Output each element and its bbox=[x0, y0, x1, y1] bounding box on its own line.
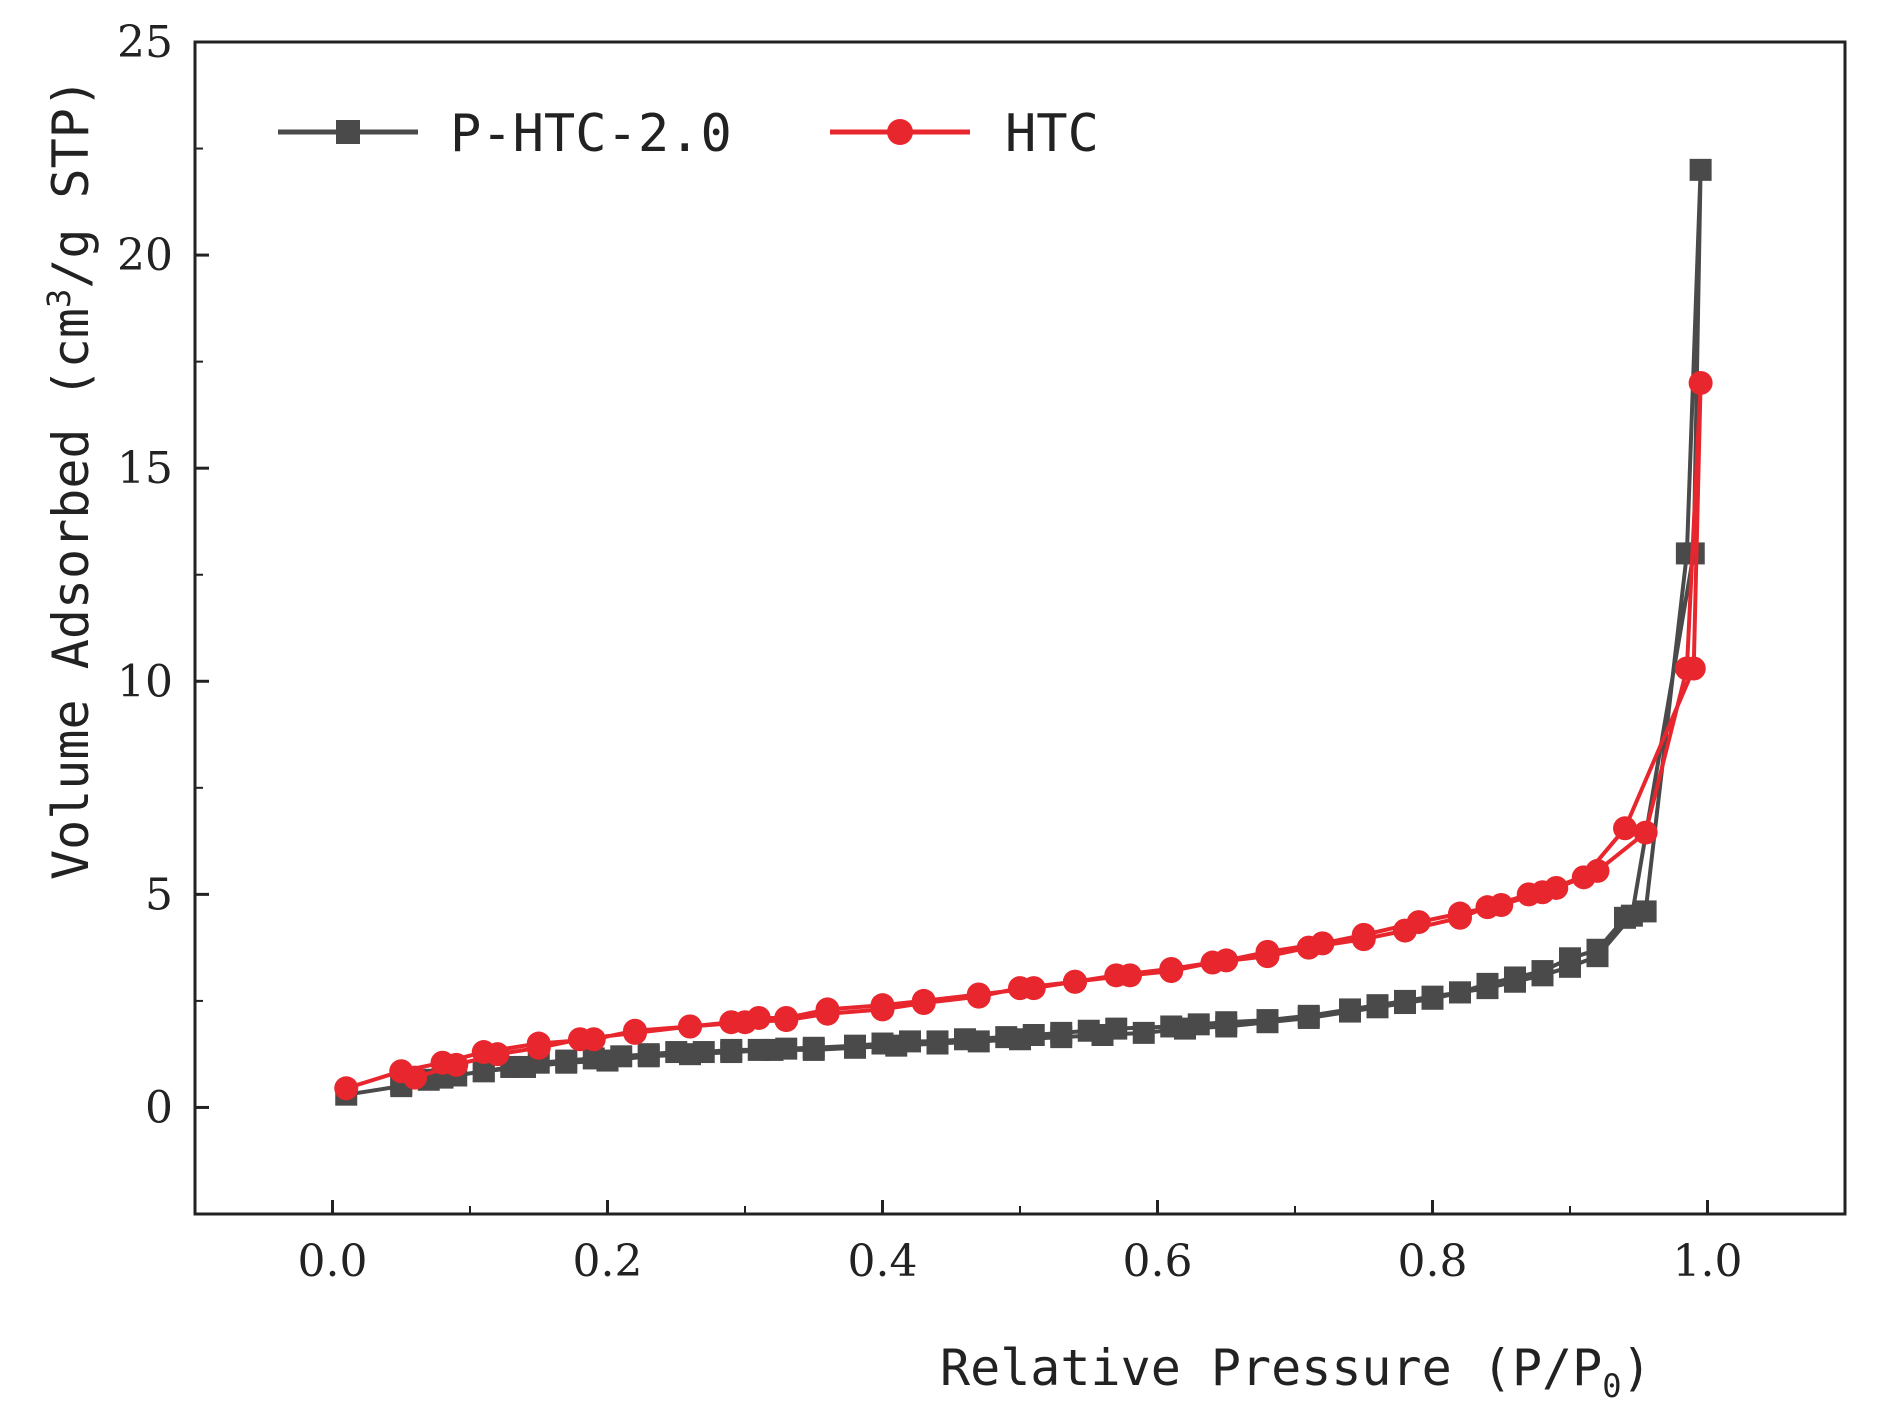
y-axis-ticks: 0 5 10 15 20 25 bbox=[117, 17, 209, 1133]
data-point bbox=[678, 1014, 702, 1039]
data-point bbox=[1489, 893, 1514, 918]
data-point bbox=[761, 1038, 784, 1061]
series-htc bbox=[334, 370, 1713, 1101]
data-point bbox=[1449, 981, 1471, 1004]
x-tick-label: 0.8 bbox=[1398, 1236, 1468, 1287]
data-point bbox=[472, 1060, 495, 1083]
data-point bbox=[1634, 900, 1657, 923]
legend-label-p-htc: P-HTC-2.0 bbox=[450, 104, 732, 164]
y-tick-label: 10 bbox=[117, 656, 173, 707]
x-axis-title: Relative Pressure (P/P0) bbox=[940, 1339, 1652, 1405]
y-tick-label: 25 bbox=[117, 17, 173, 68]
data-point bbox=[966, 984, 991, 1009]
data-point bbox=[1214, 948, 1239, 973]
data-point bbox=[1531, 960, 1554, 983]
data-point bbox=[911, 991, 936, 1016]
data-point bbox=[1689, 158, 1712, 181]
x-tick-label: 0.6 bbox=[1123, 1236, 1193, 1287]
data-point bbox=[1009, 1028, 1031, 1051]
data-point bbox=[1476, 972, 1499, 995]
series-layer bbox=[334, 158, 1713, 1106]
y-tick-label: 20 bbox=[117, 230, 173, 281]
data-point bbox=[637, 1045, 660, 1068]
data-point bbox=[403, 1065, 427, 1090]
data-point bbox=[1091, 1024, 1114, 1047]
data-point bbox=[514, 1055, 536, 1078]
data-point bbox=[334, 1076, 359, 1101]
data-point bbox=[802, 1038, 825, 1061]
data-point bbox=[555, 1051, 578, 1074]
x-tick-label: 0.4 bbox=[848, 1236, 918, 1287]
x-tick-label: 1.0 bbox=[1673, 1236, 1743, 1287]
data-point bbox=[1132, 1021, 1155, 1044]
data-point bbox=[1366, 996, 1389, 1019]
series-line bbox=[345, 167, 1703, 1097]
data-point bbox=[1339, 1000, 1361, 1023]
data-point bbox=[1297, 1006, 1320, 1029]
data-point bbox=[1674, 656, 1699, 681]
data-point bbox=[967, 1030, 990, 1053]
data-point bbox=[1504, 966, 1526, 989]
data-point bbox=[623, 1020, 647, 1045]
legend-marker-p-htc bbox=[336, 120, 360, 144]
data-point bbox=[1586, 938, 1609, 961]
data-point bbox=[1585, 858, 1610, 883]
data-point bbox=[485, 1042, 510, 1067]
data-point bbox=[1633, 820, 1658, 845]
legend-label-htc: HTC bbox=[1005, 104, 1099, 164]
data-point bbox=[774, 1008, 799, 1033]
y-tick-label: 5 bbox=[145, 869, 173, 920]
data-point bbox=[1530, 880, 1555, 905]
data-point bbox=[1688, 370, 1713, 395]
data-point bbox=[1614, 906, 1636, 929]
data-point bbox=[1159, 956, 1184, 981]
data-point bbox=[720, 1041, 743, 1064]
data-point bbox=[679, 1043, 701, 1066]
data-point bbox=[1351, 922, 1376, 947]
data-point bbox=[870, 997, 895, 1022]
y-tick-label: 15 bbox=[117, 443, 173, 494]
data-point bbox=[926, 1032, 949, 1055]
x-tick-label: 0.0 bbox=[298, 1236, 368, 1287]
data-point bbox=[1050, 1026, 1073, 1049]
data-point bbox=[1310, 931, 1335, 956]
data-point bbox=[1613, 816, 1637, 841]
data-point bbox=[1406, 910, 1431, 935]
legend-marker-htc bbox=[887, 119, 913, 145]
y-axis-title: Volume Adsorbed (cm3/g STP) bbox=[40, 78, 100, 880]
legend: P-HTC-2.0 HTC bbox=[278, 104, 1099, 164]
x-axis-ticks: 0.0 0.2 0.4 0.6 0.8 1.0 bbox=[298, 1200, 1743, 1287]
data-point bbox=[1215, 1015, 1238, 1038]
data-point bbox=[1448, 901, 1472, 926]
data-point bbox=[733, 1010, 757, 1035]
data-point bbox=[815, 1001, 840, 1026]
data-point bbox=[1559, 947, 1581, 970]
data-point bbox=[1174, 1017, 1196, 1040]
data-point bbox=[1421, 987, 1444, 1010]
data-point bbox=[1255, 939, 1280, 964]
data-point bbox=[526, 1035, 551, 1060]
x-tick-label: 0.2 bbox=[573, 1236, 643, 1287]
data-point bbox=[1008, 976, 1032, 1001]
series-p-htc-2-0 bbox=[335, 158, 1712, 1106]
data-point bbox=[596, 1049, 619, 1072]
data-point bbox=[1394, 992, 1416, 1015]
y-tick-label: 0 bbox=[145, 1082, 173, 1133]
data-point bbox=[1256, 1011, 1279, 1034]
data-point bbox=[1063, 969, 1087, 994]
data-point bbox=[1104, 963, 1129, 988]
data-point bbox=[844, 1036, 866, 1059]
data-point bbox=[885, 1034, 908, 1057]
data-point bbox=[444, 1052, 469, 1077]
data-point bbox=[568, 1027, 592, 1052]
